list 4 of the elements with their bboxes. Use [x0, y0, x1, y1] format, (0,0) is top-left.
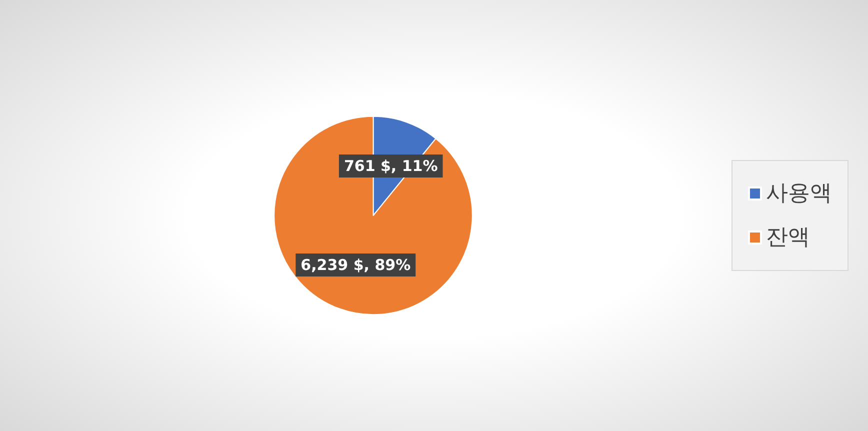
data-label: 761 $, 11% [344, 156, 438, 175]
legend-label: 잔액 [766, 225, 810, 250]
legend-label: 사용액 [766, 181, 832, 206]
data-label: 6,239 $, 89% [300, 256, 411, 274]
